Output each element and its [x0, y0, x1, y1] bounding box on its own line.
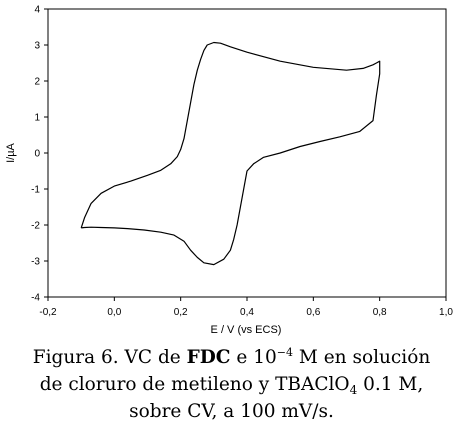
cyclic-voltammogram-chart: -0,2 0,0 0,2 0,4 0,6 0,8 1,0 -4 -3 -2 -1 0 1 2 3 4 E /…	[5, 5, 453, 337]
voltammogram-curve	[80, 41, 381, 266]
caption-line-2: de cloruro de metileno y TBAClO4 0.1 M,	[0, 371, 463, 398]
y-tick-label: -3	[31, 257, 40, 268]
x-tick-label: 0,6	[306, 307, 320, 318]
x-tick-label: 1,0	[439, 307, 453, 318]
series-layer	[80, 41, 381, 266]
y-tick-label: 4	[34, 5, 40, 16]
x-tick-label: -0,2	[39, 307, 57, 318]
x-tick-label: 0,2	[174, 307, 188, 318]
x-tick-label: 0,0	[107, 307, 121, 318]
x-tick-label: 0,8	[373, 307, 387, 318]
caption-line-1: Figura 6. VC de FDC e 10−4 M en solución	[0, 344, 463, 371]
y-tick-label: 2	[34, 77, 40, 88]
caption-text: Figura 6. VC de	[32, 347, 187, 368]
y-tick-label: -2	[31, 221, 40, 232]
subscript: 4	[349, 383, 358, 397]
y-axis-title: I/µA	[5, 142, 17, 162]
caption-text: 0.1 M,	[357, 374, 424, 395]
compound-name: FDC	[186, 347, 231, 368]
caption-text: e 10	[230, 347, 277, 368]
figure-caption: Figura 6. VC de FDC e 10−4 M en solución…	[0, 344, 463, 425]
y-tick-label: 1	[34, 113, 40, 124]
caption-text: de cloruro de metileno y TBAClO	[39, 374, 350, 395]
y-tick-label: -4	[31, 293, 40, 304]
caption-text: M en solución	[293, 347, 431, 368]
y-tick-label: 3	[34, 41, 40, 52]
x-axis-title: E / V (vs ECS)	[211, 324, 282, 336]
x-axis-ticks: -0,2 0,0 0,2 0,4 0,6 0,8 1,0	[39, 297, 453, 318]
caption-line-3: sobre CV, a 100 mV/s.	[129, 401, 334, 422]
x-tick-label: 0,4	[240, 307, 254, 318]
y-axis-ticks: -4 -3 -2 -1 0 1 2 3 4	[31, 5, 48, 304]
y-tick-label: -1	[31, 185, 40, 196]
y-tick-label: 0	[34, 149, 40, 160]
exponent: −4	[276, 346, 293, 359]
